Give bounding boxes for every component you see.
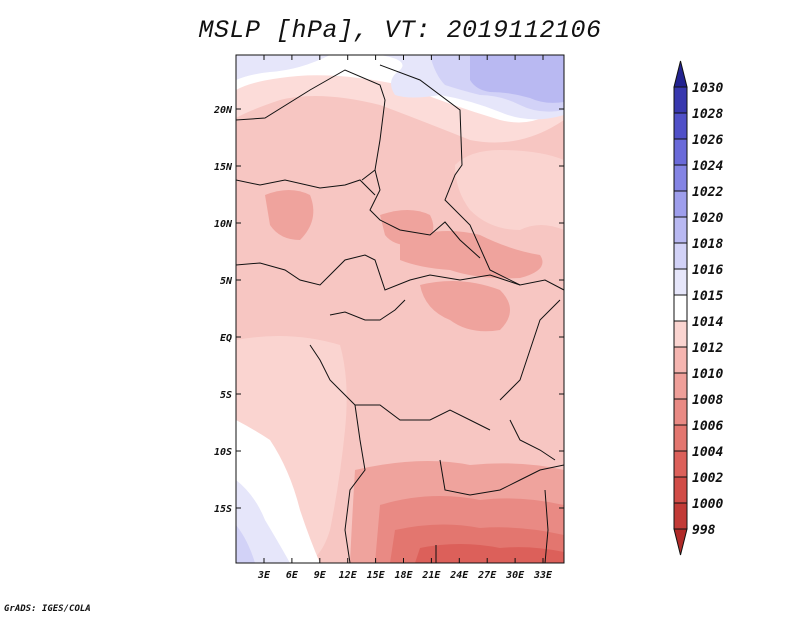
colorbar-segment bbox=[673, 138, 688, 166]
country-borders bbox=[236, 64, 564, 563]
lon-label: 21E bbox=[421, 570, 441, 581]
lat-label: 20N bbox=[213, 105, 233, 116]
pressure-field bbox=[236, 55, 564, 563]
lat-label: 5N bbox=[220, 276, 233, 287]
colorbar-label: 998 bbox=[692, 523, 716, 538]
colorbar-label: 1010 bbox=[692, 367, 723, 382]
colorbar-label: 1022 bbox=[692, 185, 723, 200]
colorbar-label: 1002 bbox=[692, 471, 723, 486]
colorbar-segment bbox=[673, 216, 688, 244]
colorbar-segment bbox=[673, 112, 688, 140]
colorbar-segment bbox=[673, 476, 688, 504]
lon-label: 30E bbox=[505, 570, 525, 581]
colorbar-label: 1014 bbox=[692, 315, 723, 330]
colorbar-label: 1000 bbox=[692, 497, 723, 512]
lon-label: 9E bbox=[314, 570, 327, 581]
colorbar-label: 1026 bbox=[692, 133, 723, 148]
colorbar-segment bbox=[673, 424, 688, 452]
colorbar-segment bbox=[673, 164, 688, 192]
colorbar-label: 1028 bbox=[692, 107, 723, 122]
colorbar-label: 1004 bbox=[692, 445, 723, 460]
colorbar-segment bbox=[673, 398, 688, 426]
colorbar-segment bbox=[673, 346, 688, 374]
colorbar-bottom-arrow bbox=[673, 528, 688, 556]
map-frame bbox=[235, 54, 565, 564]
colorbar-segment bbox=[673, 190, 688, 218]
lon-label: 6E bbox=[286, 570, 299, 581]
colorbar-segment bbox=[673, 450, 688, 478]
colorbar-segment bbox=[673, 242, 688, 270]
colorbar-segment bbox=[673, 268, 688, 296]
colorbar-label: 1024 bbox=[692, 159, 723, 174]
lat-label: EQ bbox=[220, 333, 232, 344]
colorbar-label: 1015 bbox=[692, 289, 723, 304]
latitude-axis: 20N 15N 10N 5N EQ 5S 10S 15S bbox=[213, 105, 564, 515]
lon-label: 24E bbox=[449, 570, 469, 581]
colorbar-segment bbox=[673, 320, 688, 348]
chart-title: MSLP [hPa], VT: 2019112106 bbox=[198, 16, 602, 45]
lat-label: 10S bbox=[214, 447, 232, 458]
colorbar: 998 1000 1002 1004 1006 1008 1010 1012 1014 1015 1… bbox=[673, 60, 723, 556]
colorbar-segment bbox=[673, 372, 688, 400]
lon-label: 15E bbox=[367, 570, 386, 581]
colorbar-label: 1012 bbox=[692, 341, 723, 356]
lon-label: 27E bbox=[477, 570, 497, 581]
colorbar-label: 1016 bbox=[692, 263, 723, 278]
colorbar-label: 1018 bbox=[692, 237, 723, 252]
colorbar-label: 1020 bbox=[692, 211, 723, 226]
lat-label: 10N bbox=[214, 219, 233, 230]
lat-label: 15S bbox=[214, 504, 232, 515]
colorbar-top-arrow bbox=[673, 60, 688, 88]
colorbar-segment bbox=[673, 86, 688, 114]
lat-label: 5S bbox=[220, 390, 232, 401]
colorbar-label: 1008 bbox=[692, 393, 723, 408]
lon-label: 18E bbox=[394, 570, 413, 581]
longitude-axis: 3E 6E 9E 12E 15E 18E 21E 24E 27E 30E 33E bbox=[257, 55, 553, 581]
colorbar-label: 1006 bbox=[692, 419, 723, 434]
lon-label: 3E bbox=[257, 570, 271, 581]
lat-label: 15N bbox=[214, 162, 233, 173]
lon-label: 12E bbox=[339, 570, 358, 581]
colorbar-segment bbox=[673, 294, 688, 322]
colorbar-label: 1030 bbox=[692, 81, 723, 96]
grads-credit: GrADS: IGES/COLA bbox=[4, 604, 91, 614]
colorbar-segment bbox=[673, 502, 688, 530]
lon-label: 33E bbox=[533, 570, 553, 581]
